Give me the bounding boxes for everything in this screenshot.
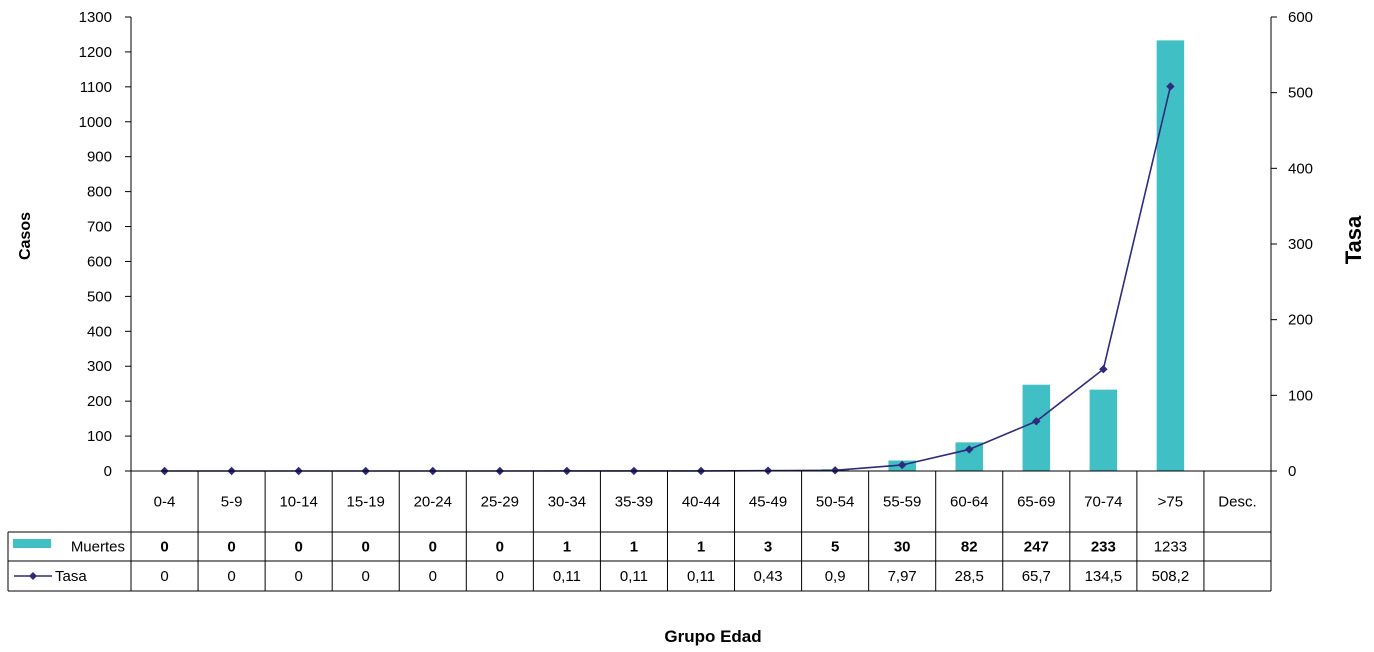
left-axis-tick-label: 900 — [87, 149, 112, 166]
muertes-cell: 1 — [563, 539, 571, 556]
muertes-cell: 82 — [961, 539, 978, 556]
muertes-cell: 0 — [496, 539, 504, 556]
left-axis-title: Casos — [17, 212, 34, 260]
right-axis-tick-label: 0 — [1288, 463, 1296, 480]
category-label: 50-54 — [816, 494, 854, 511]
tasa-marker — [965, 445, 974, 454]
muertes-cell: 1233 — [1154, 539, 1187, 556]
category-label: 40-44 — [682, 494, 720, 511]
tasa-marker — [897, 460, 907, 470]
data-table: 0-4 5-9 10-14 15-19 20-24 25-29 30-34 35-39 40-4… — [7, 471, 1272, 592]
muertes-cell: 0 — [294, 539, 302, 556]
category-label: 10-14 — [279, 494, 317, 511]
tasa-cell: 0 — [496, 568, 504, 585]
category-label: 65-69 — [1017, 494, 1055, 511]
category-label: 60-64 — [950, 494, 988, 511]
muertes-cell: 247 — [1024, 539, 1049, 556]
left-axis-tick-label: 700 — [87, 219, 112, 236]
category-label: 35-39 — [615, 494, 653, 511]
muertes-cell: 1 — [697, 539, 705, 556]
left-axis-tick-label: 1300 — [79, 9, 112, 26]
tasa-marker — [830, 466, 840, 475]
tasa-cell: 134,5 — [1085, 568, 1123, 585]
tasa-cell: 0,11 — [687, 568, 715, 585]
category-label: 45-49 — [749, 494, 787, 511]
tasa-cell: 0 — [160, 568, 168, 585]
tasa-cell: 508,2 — [1152, 568, 1190, 585]
line-series — [160, 82, 1175, 476]
left-axis-tick-label: 1000 — [79, 114, 112, 131]
left-axis-tick-label: 100 — [87, 428, 112, 445]
left-axis-ticks: 0 100 200 300 400 500 600 700 800 900 1000 1100 1200… — [79, 9, 131, 480]
legend-tasa-key-marker — [29, 572, 37, 580]
left-axis-tick-label: 500 — [87, 288, 112, 305]
left-axis-tick-label: 600 — [87, 253, 112, 270]
left-axis-tick-label: 1100 — [80, 79, 112, 96]
tasa-cell: 0 — [362, 568, 370, 585]
right-axis-tick-label: 400 — [1288, 160, 1313, 177]
tasa-line — [164, 86, 1172, 472]
axes — [130, 17, 1272, 591]
tasa-cell: 0,11 — [553, 568, 581, 585]
muertes-cell: 0 — [429, 539, 437, 556]
right-axis-tick-label: 600 — [1288, 9, 1313, 26]
bar-65-69 — [1022, 384, 1051, 471]
tasa-cell: 65,7 — [1022, 568, 1051, 585]
tasa-cell: 0 — [227, 568, 235, 585]
right-axis-tick-label: 300 — [1288, 236, 1313, 253]
tasa-cell: 0 — [294, 568, 302, 585]
left-axis-tick-label: 800 — [87, 184, 112, 201]
left-axis-tick-label: 300 — [87, 358, 112, 375]
muertes-cell: 233 — [1091, 539, 1116, 556]
tasa-marker — [1166, 82, 1175, 91]
category-label: 0-4 — [154, 494, 176, 511]
muertes-cell: 5 — [831, 539, 839, 556]
right-axis-ticks: 0 100 200 300 400 500 600 — [1271, 9, 1313, 480]
tasa-marker — [1099, 365, 1108, 374]
left-axis-tick-label: 0 — [104, 463, 112, 480]
muertes-cell: 1 — [630, 539, 638, 556]
tasa-cell: 28,5 — [955, 568, 984, 585]
muertes-cell: 0 — [160, 539, 168, 556]
legend-tasa-label: Tasa — [55, 568, 87, 585]
tasa-cell: 0,43 — [753, 568, 782, 585]
bars-series — [553, 40, 1185, 471]
category-label: Desc. — [1218, 494, 1256, 511]
category-label: 5-9 — [221, 494, 243, 511]
bar-70-74 — [1089, 389, 1118, 471]
category-label: 15-19 — [347, 494, 385, 511]
right-axis-tick-label: 200 — [1288, 312, 1313, 329]
category-label: 25-29 — [481, 494, 519, 511]
legend-muertes-key — [13, 539, 51, 548]
muertes-cell: 0 — [362, 539, 370, 556]
bar->75 — [1156, 40, 1185, 471]
tasa-cell: 0,9 — [825, 568, 846, 585]
legend-muertes-label: Muertes — [71, 539, 125, 556]
muertes-cell: 3 — [764, 539, 772, 556]
category-label: 55-59 — [883, 494, 921, 511]
category-label: 20-24 — [414, 494, 452, 511]
muertes-cell: 30 — [894, 539, 911, 556]
tasa-marker — [1032, 417, 1041, 426]
right-axis-tick-label: 500 — [1288, 85, 1313, 102]
tasa-cell: 0 — [429, 568, 437, 585]
category-label: >75 — [1158, 494, 1183, 511]
x-axis-title: Grupo Edad — [664, 627, 761, 646]
category-label: 30-34 — [548, 494, 586, 511]
left-axis-tick-label: 200 — [87, 393, 112, 410]
right-axis-tick-label: 100 — [1288, 387, 1313, 404]
left-axis-tick-label: 400 — [87, 323, 112, 340]
tasa-cell: 7,97 — [888, 568, 917, 585]
muertes-cell: 0 — [227, 539, 235, 556]
tasa-cell: 0,11 — [620, 568, 648, 585]
left-axis-tick-label: 1200 — [79, 44, 112, 61]
right-axis-title: Tasa — [1341, 215, 1366, 264]
category-label: 70-74 — [1084, 494, 1122, 511]
